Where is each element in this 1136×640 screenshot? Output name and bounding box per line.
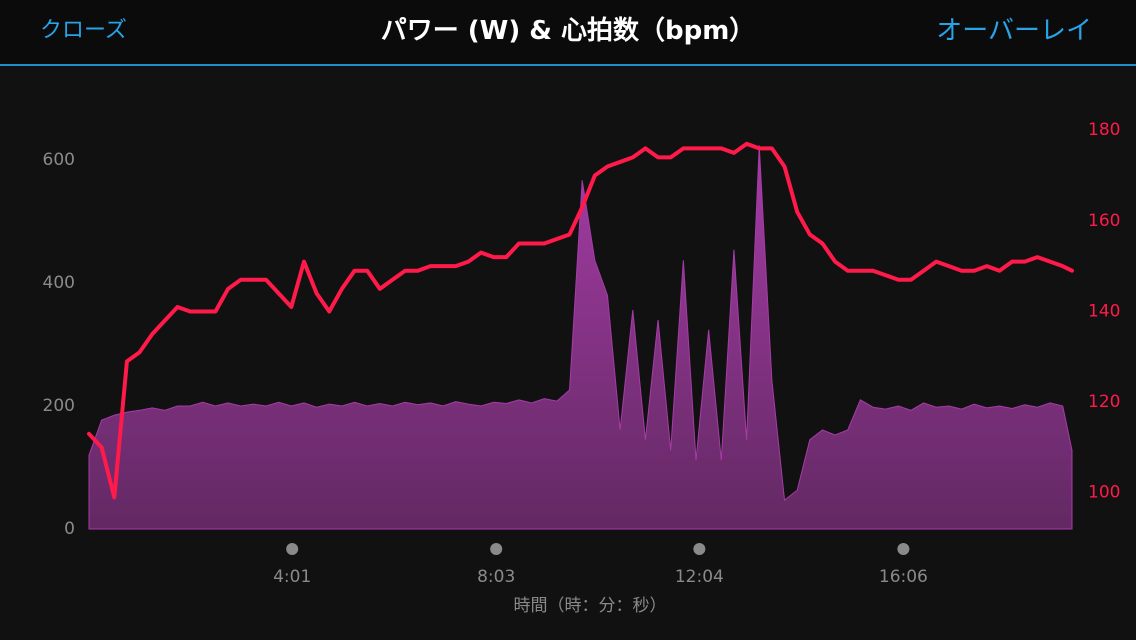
x-tick-label: 12:04 bbox=[675, 567, 724, 587]
y2-tick-label: 120 bbox=[1088, 392, 1120, 412]
y-tick-label: 600 bbox=[43, 150, 75, 170]
x-tick-dot bbox=[897, 543, 910, 555]
y-tick-label: 400 bbox=[43, 273, 75, 293]
y2-tick-label: 180 bbox=[1088, 120, 1120, 140]
x-tick-dot bbox=[286, 543, 299, 555]
close-button[interactable]: クローズ bbox=[40, 18, 127, 43]
chart-title: パワー (W) & 心拍数（bpm） bbox=[380, 16, 756, 46]
x-tick-label: 8:03 bbox=[477, 567, 515, 587]
x-tick-label: 16:06 bbox=[879, 567, 928, 587]
power-area bbox=[88, 145, 1073, 530]
x-tick-dot bbox=[490, 543, 503, 555]
x-axis-label: 時間（時：分：秒） bbox=[514, 596, 667, 616]
chart: 時間（時：分：秒） 0 200 400 600 100 120 140 160 180 4:01 8… bbox=[43, 120, 1121, 616]
y-tick-label: 0 bbox=[64, 519, 75, 539]
x-tick-label: 4:01 bbox=[273, 567, 311, 587]
header-bar: クローズ パワー (W) & 心拍数（bpm） オーバーレイ bbox=[0, 0, 1136, 66]
y2-tick-label: 160 bbox=[1088, 211, 1120, 231]
heart-rate-line bbox=[87, 141, 1074, 500]
y-tick-label: 200 bbox=[43, 396, 75, 416]
y2-tick-label: 140 bbox=[1088, 301, 1120, 321]
x-tick-dot bbox=[693, 543, 706, 555]
y2-tick-label: 100 bbox=[1088, 483, 1120, 503]
overlay-button[interactable]: オーバーレイ bbox=[936, 16, 1092, 46]
